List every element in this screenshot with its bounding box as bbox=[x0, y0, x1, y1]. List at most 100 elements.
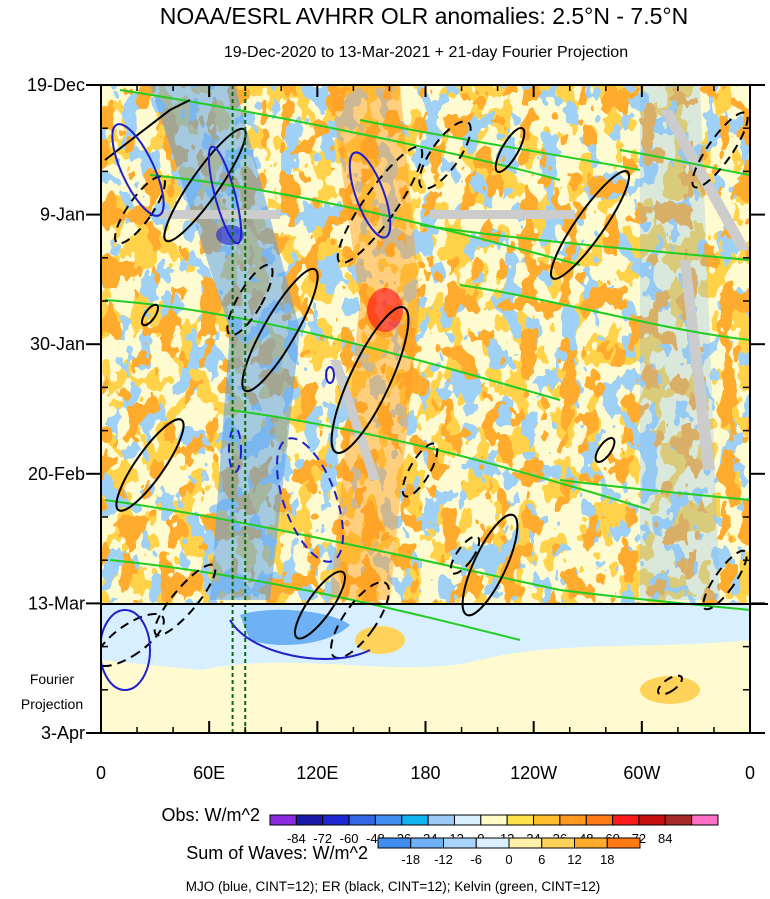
obs-colorbar-tick-label: -84 bbox=[287, 831, 306, 846]
waves-colorbar-tick-label: 12 bbox=[567, 852, 581, 867]
mjo-contour bbox=[111, 123, 165, 217]
er-contour-negative bbox=[401, 442, 439, 498]
obs-colorbar-swatch bbox=[691, 814, 719, 826]
obs-colorbar-swatch bbox=[506, 814, 535, 826]
kelvin-contour bbox=[359, 119, 641, 171]
er-contour-negative bbox=[114, 175, 166, 245]
missing-data-strip bbox=[430, 210, 575, 219]
y-tick-label: 3-Apr bbox=[41, 723, 85, 743]
obs-colorbar-swatch bbox=[612, 814, 640, 826]
er-contour-negative bbox=[691, 111, 749, 189]
x-tick-label: 60W bbox=[623, 763, 660, 783]
er-contour bbox=[494, 126, 526, 174]
kelvin-contour bbox=[559, 479, 750, 501]
chart-subtitle: 19-Dec-2020 to 13-Mar-2021 + 21-day Four… bbox=[224, 44, 628, 61]
obs-colorbar-swatch bbox=[453, 814, 482, 826]
obs-colorbar-tick-label: 84 bbox=[658, 831, 672, 846]
obs-colorbar-label: Obs: W/m^2 bbox=[162, 805, 260, 825]
y-tick-label: 19-Dec bbox=[27, 75, 85, 95]
er-contour bbox=[461, 513, 519, 617]
er-contour-negative bbox=[449, 535, 481, 575]
mjo-contour bbox=[207, 145, 243, 245]
missing-data-diagonal bbox=[330, 360, 380, 480]
mjo-contour-negative bbox=[275, 437, 345, 563]
kelvin-contour bbox=[149, 174, 581, 266]
convective-band-east bbox=[640, 85, 720, 600]
footnote: MJO (blue, CINT=12); ER (black, CINT=12)… bbox=[186, 879, 601, 894]
waves-colorbar-tick-label: 6 bbox=[538, 852, 545, 867]
kelvin-contour bbox=[104, 299, 561, 401]
waves-colorbar-tick-label: -18 bbox=[401, 852, 420, 867]
er-contour bbox=[241, 267, 319, 393]
kelvin-contour bbox=[619, 149, 750, 176]
waves-colorbar-swatch bbox=[541, 837, 575, 849]
kelvin-contours bbox=[104, 89, 750, 641]
y-tick-label: 20-Feb bbox=[28, 464, 85, 484]
waves-colorbar-swatch bbox=[574, 837, 608, 849]
missing-data-diagonal bbox=[680, 260, 715, 470]
waves-colorbar-swatch bbox=[410, 837, 444, 849]
er-contours bbox=[104, 99, 631, 640]
strong-positive-core bbox=[367, 288, 403, 332]
y-tick-label: 13-Mar bbox=[28, 593, 85, 613]
er-contour-negative bbox=[418, 120, 472, 190]
projection-warm-spot bbox=[640, 676, 700, 704]
er-contour bbox=[330, 306, 410, 454]
er-contour-negative bbox=[101, 612, 165, 668]
reference-lines bbox=[231, 85, 247, 733]
projection-label-line1: Fourier bbox=[30, 671, 75, 687]
waves-colorbar-tick-label: -6 bbox=[470, 852, 482, 867]
projection-warm-spot-west bbox=[355, 626, 405, 654]
x-tick-label: 60E bbox=[193, 763, 225, 783]
x-tick-label: 120E bbox=[296, 763, 338, 783]
obs-colorbar-swatch bbox=[664, 814, 693, 826]
waves-colorbar-swatch bbox=[443, 837, 477, 849]
waves-colorbar-tick-label: 0 bbox=[505, 852, 512, 867]
er-contour-negative bbox=[153, 563, 217, 637]
obs-colorbar-swatch bbox=[295, 814, 324, 826]
x-tick-label: 0 bbox=[745, 763, 755, 783]
waves-colorbar: -18 -12 -6 0 6 12 18 bbox=[377, 837, 641, 867]
mjo-dashed-contours bbox=[228, 427, 345, 563]
er-contour-negative bbox=[226, 263, 274, 337]
kelvin-contour bbox=[419, 224, 750, 261]
mjo-contour bbox=[348, 151, 392, 239]
obs-colorbar-swatch bbox=[559, 814, 587, 826]
er-contour-negative bbox=[657, 674, 683, 696]
obs-colorbar-swatch bbox=[480, 814, 508, 826]
obs-colorbar-swatch bbox=[638, 814, 666, 826]
mjo-contour bbox=[325, 366, 335, 384]
waves-colorbar-tick-label: 18 bbox=[600, 852, 614, 867]
er-contour-negative bbox=[702, 549, 748, 611]
chart-title: NOAA/ESRL AVHRR OLR anomalies: 2.5°N - 7… bbox=[160, 3, 688, 29]
er-contour-negative bbox=[330, 581, 390, 659]
obs-colorbar-swatch bbox=[269, 814, 297, 826]
obs-colorbar-swatch bbox=[585, 814, 614, 826]
obs-colorbar-swatch bbox=[401, 814, 429, 826]
x-tick-label: 120W bbox=[510, 763, 557, 783]
mjo-contours bbox=[101, 123, 392, 691]
er-contour bbox=[104, 99, 191, 161]
kelvin-contour bbox=[119, 89, 561, 181]
waves-colorbar-label: Sum of Waves: W/m^2 bbox=[186, 843, 368, 863]
mjo-contour-negative bbox=[228, 427, 242, 473]
obs-colorbar-tick-label: -60 bbox=[340, 831, 359, 846]
waves-colorbar-swatch bbox=[377, 837, 412, 849]
kelvin-contour bbox=[559, 589, 750, 611]
x-tick-label: 0 bbox=[96, 763, 106, 783]
missing-data-diagonal bbox=[660, 110, 750, 250]
waves-colorbar-swatch bbox=[606, 837, 641, 849]
er-contour bbox=[115, 418, 185, 512]
obs-colorbar-swatch bbox=[348, 814, 376, 826]
waves-colorbar-swatch bbox=[475, 837, 510, 849]
axes: 0 60E 120E 180 120W 60W 0 19-Dec 9-Jan 30-Jan 20-F… bbox=[27, 75, 765, 783]
obs-colorbar-tick-label: -72 bbox=[313, 831, 332, 846]
y-tick-label: 9-Jan bbox=[40, 205, 85, 225]
obs-colorbar-swatch bbox=[322, 814, 350, 826]
anomaly-field bbox=[101, 85, 750, 733]
mjo-contour bbox=[229, 619, 371, 660]
y-tick-label: 30-Jan bbox=[30, 334, 85, 354]
waves-colorbar-swatch bbox=[508, 837, 543, 849]
er-contour bbox=[163, 127, 247, 243]
